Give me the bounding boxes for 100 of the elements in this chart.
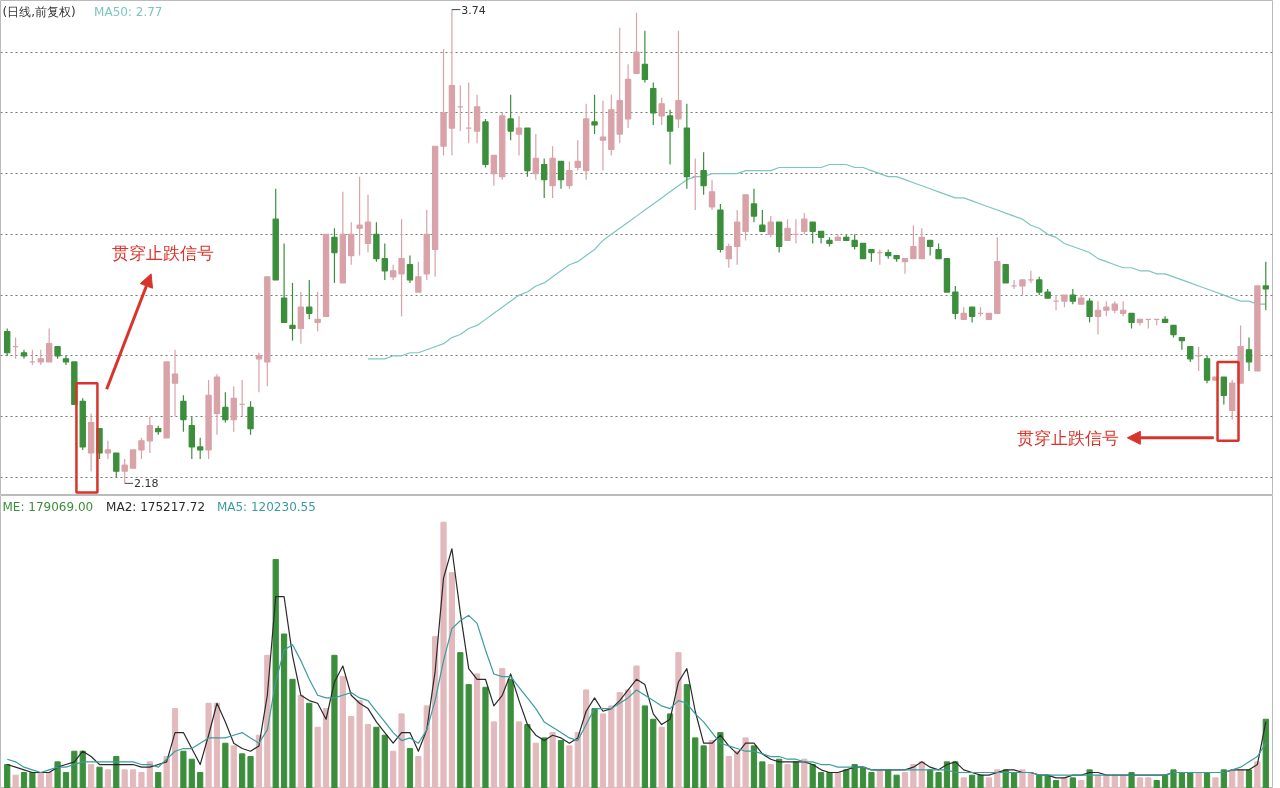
bar <box>725 756 732 788</box>
text: ME: 179069.00 <box>2 499 94 514</box>
bar <box>213 702 221 788</box>
bar <box>583 689 590 788</box>
candlestick <box>20 349 28 360</box>
bar <box>440 521 447 788</box>
bar <box>935 772 942 788</box>
bar <box>222 742 229 788</box>
candlestick <box>255 352 263 393</box>
bar <box>641 705 648 788</box>
candlestick <box>490 154 498 187</box>
candlestick <box>314 291 321 333</box>
candlestick <box>641 30 649 84</box>
bar <box>767 764 774 788</box>
bar <box>1178 772 1185 788</box>
bar <box>1245 769 1253 788</box>
bar <box>197 772 204 788</box>
candlestick <box>901 258 909 275</box>
candlestick <box>188 415 195 460</box>
bar <box>1069 777 1076 788</box>
bar <box>541 737 548 788</box>
candlestick <box>356 176 363 257</box>
bar <box>289 678 296 788</box>
candlestick <box>591 94 598 135</box>
text: MA50: 2.77 <box>94 4 163 19</box>
bar <box>817 772 825 788</box>
bar <box>448 572 456 788</box>
candlestick <box>809 221 816 245</box>
bar <box>1010 772 1018 788</box>
text: MA2: 175217.72 <box>106 499 206 514</box>
candlestick <box>507 94 514 141</box>
bar <box>994 769 1001 788</box>
bar <box>734 750 741 788</box>
bar <box>557 740 565 788</box>
bar <box>591 708 598 788</box>
candlestick <box>1002 264 1009 284</box>
bar <box>566 745 573 788</box>
candlestick <box>180 394 187 433</box>
bar <box>96 766 103 788</box>
candlestick <box>146 415 154 454</box>
bar <box>1052 780 1060 788</box>
bar <box>230 745 237 788</box>
bar <box>381 734 388 788</box>
bar <box>675 652 682 788</box>
bar <box>88 764 95 788</box>
candlestick <box>515 115 523 156</box>
candlestick <box>910 224 917 260</box>
bar <box>776 758 783 788</box>
candlestick <box>801 212 808 235</box>
bar <box>398 713 405 788</box>
bar <box>683 684 690 788</box>
bar <box>1195 772 1202 788</box>
bar <box>549 732 556 788</box>
bar <box>599 713 607 788</box>
candlestick <box>1220 376 1228 405</box>
bar <box>532 742 539 788</box>
candlestick <box>406 254 414 284</box>
candlestick <box>348 221 355 266</box>
candlestick <box>1094 300 1102 336</box>
bar <box>1170 769 1177 788</box>
bar <box>306 702 313 788</box>
candlestick <box>364 194 372 254</box>
candlestick <box>1119 300 1127 317</box>
bar <box>62 772 70 788</box>
bar <box>1229 769 1236 788</box>
bar <box>247 756 254 788</box>
candlestick <box>1010 279 1018 290</box>
candlestick <box>129 449 137 469</box>
bar <box>490 721 497 788</box>
bar <box>364 724 372 788</box>
bar <box>1145 777 1152 788</box>
bar <box>188 758 195 788</box>
bar <box>1203 772 1211 788</box>
bar <box>12 774 19 788</box>
bar <box>1044 774 1051 788</box>
candlestick <box>1036 276 1043 296</box>
bar <box>650 718 657 788</box>
bar <box>1254 761 1261 788</box>
bar <box>297 694 304 788</box>
bar <box>146 761 153 788</box>
bar <box>859 766 867 788</box>
chart-title: (日线,前复权) <box>2 4 76 19</box>
bar <box>406 748 414 788</box>
candlestick <box>918 227 925 260</box>
candlestick <box>289 282 296 342</box>
bar <box>473 673 481 788</box>
candlestick <box>381 242 388 281</box>
bar <box>834 772 841 788</box>
candlestick <box>1203 355 1211 384</box>
bar <box>1027 772 1034 788</box>
candlestick <box>247 400 254 436</box>
bar <box>1128 772 1135 788</box>
candlestick <box>725 242 732 269</box>
bar <box>977 774 984 788</box>
bar <box>1162 774 1169 788</box>
bar <box>1153 780 1160 788</box>
bar <box>339 676 346 788</box>
bar <box>507 678 514 788</box>
bar <box>1036 774 1043 788</box>
bar <box>742 737 749 788</box>
